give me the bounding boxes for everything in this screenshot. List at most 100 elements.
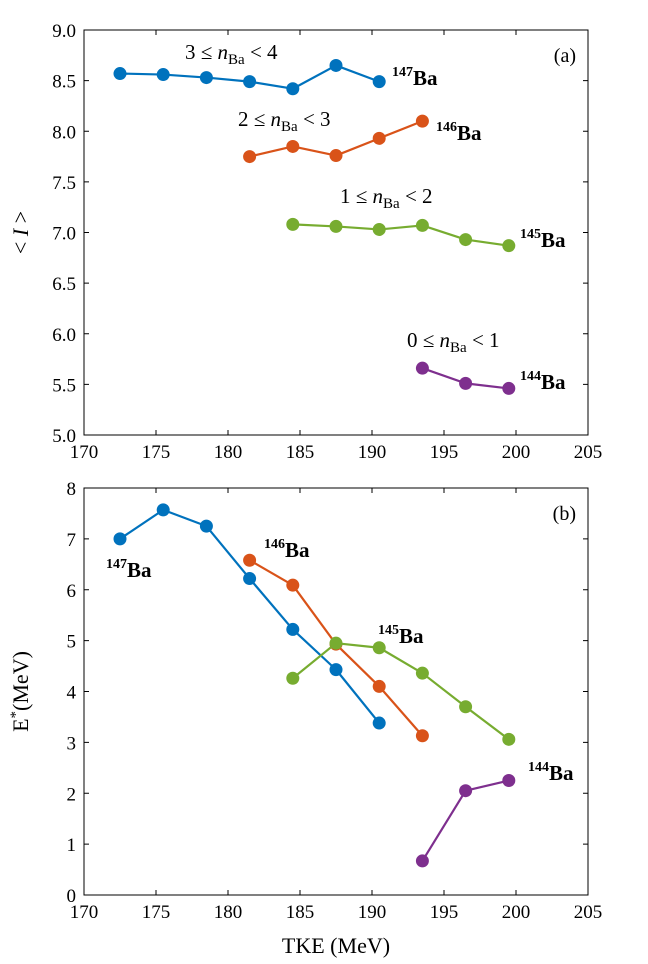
y-tick-label: 8 (67, 479, 77, 500)
range-annotation: 2 ≤ nBa < 3 (238, 107, 331, 135)
y-tick-label: 1 (67, 835, 77, 856)
x-tick-label: 185 (286, 902, 315, 923)
y-tick-label: 4 (67, 683, 77, 704)
data-point (243, 572, 257, 586)
y-tick-label: 2 (67, 784, 77, 805)
x-tick-label: 205 (574, 902, 603, 923)
y-tick-label: 7.5 (52, 173, 76, 194)
x-tick-label: 185 (286, 442, 315, 463)
y-tick-label: 7.0 (52, 224, 76, 245)
data-point (372, 131, 386, 145)
y-tick-label: 8.0 (52, 122, 76, 143)
x-tick-label: 205 (574, 442, 603, 463)
y-tick-label: 8.5 (52, 72, 76, 93)
isotope-label: 146Ba (264, 537, 310, 562)
series-144Ba (415, 361, 516, 395)
series-147Ba (113, 503, 386, 730)
data-point (329, 219, 343, 233)
data-point (243, 553, 257, 567)
data-point (286, 217, 300, 231)
data-point (415, 361, 429, 375)
x-tick-label: 195 (430, 902, 459, 923)
data-point (372, 679, 386, 693)
data-point (502, 381, 516, 395)
data-point (329, 58, 343, 72)
data-point (286, 671, 300, 685)
isotope-label: 145Ba (378, 623, 424, 648)
x-tick-label: 170 (70, 902, 99, 923)
isotope-label: 144Ba (528, 760, 574, 785)
data-point (459, 784, 473, 798)
series-line (292, 642, 510, 741)
x-tick-label: 190 (358, 902, 387, 923)
series-146Ba (243, 114, 429, 164)
data-point (156, 68, 170, 82)
data-point (372, 641, 386, 655)
data-point (415, 729, 429, 743)
panel-tag: (b) (553, 503, 576, 525)
x-tick-label: 200 (502, 902, 531, 923)
series-145Ba (286, 217, 516, 253)
data-point (286, 578, 300, 592)
x-tick-label: 175 (142, 902, 171, 923)
data-point (243, 75, 257, 89)
range-annotation: 0 ≤ nBa < 1 (407, 328, 500, 356)
series-144Ba (415, 774, 516, 868)
data-point (502, 732, 516, 746)
x-tick-label: 175 (142, 442, 171, 463)
panel-tag: (a) (554, 45, 576, 67)
panel-a: 170 175 180 185 190 195 200 205 5.0 5.5 6.0 6.5 7.0 7… (8, 21, 602, 463)
data-point (415, 854, 429, 868)
data-point (372, 222, 386, 236)
y-tick-label: 7 (67, 530, 77, 551)
y-tick-label: 6 (67, 581, 77, 602)
data-point (329, 663, 343, 677)
y-axis-label: < I > (8, 211, 33, 254)
data-point (329, 149, 343, 163)
series-145Ba (286, 636, 516, 746)
y-tick-label: 0 (67, 886, 77, 907)
panel-b: 170 175 180 185 190 195 200 205 0 1 2 3 4 5 6 7 8 (b) E*(M… (8, 479, 602, 958)
y-tick-label: 9.0 (52, 21, 76, 42)
data-point (199, 519, 213, 533)
data-point (156, 503, 170, 517)
data-point (415, 218, 429, 232)
isotope-label: 147Ba (392, 65, 438, 90)
data-point (199, 71, 213, 85)
data-point (243, 150, 257, 164)
y-tick-label: 5.0 (52, 426, 76, 447)
isotope-label: 146Ba (436, 120, 482, 145)
isotope-label: 145Ba (520, 227, 566, 252)
data-point (415, 666, 429, 680)
range-annotation: 1 ≤ nBa < 2 (340, 184, 433, 212)
data-point (286, 622, 300, 636)
x-tick-label: 190 (358, 442, 387, 463)
y-tick-label: 3 (67, 733, 77, 754)
data-point (502, 239, 516, 253)
x-tick-label: 170 (70, 442, 99, 463)
y-tick-label: 6.0 (52, 325, 76, 346)
data-point (329, 636, 343, 650)
x-tick-label: 200 (502, 442, 531, 463)
data-point (415, 114, 429, 128)
data-point (502, 774, 516, 788)
data-point (113, 532, 127, 546)
y-tick-label: 6.5 (52, 274, 76, 295)
data-point (286, 139, 300, 153)
x-tick-label: 180 (214, 902, 243, 923)
data-point (459, 700, 473, 714)
data-point (459, 376, 473, 390)
x-axis-label: TKE (MeV) (282, 933, 390, 958)
data-point (372, 75, 386, 89)
data-point (286, 82, 300, 96)
series-147Ba (113, 58, 386, 96)
y-tick-label: 5 (67, 632, 77, 653)
y-tick-label: 5.5 (52, 375, 76, 396)
series-line (119, 508, 381, 724)
axes-box (83, 487, 589, 896)
isotope-label: 147Ba (106, 557, 152, 582)
x-tick-label: 195 (430, 442, 459, 463)
range-annotation: 3 ≤ nBa < 4 (185, 40, 278, 68)
data-point (459, 233, 473, 247)
